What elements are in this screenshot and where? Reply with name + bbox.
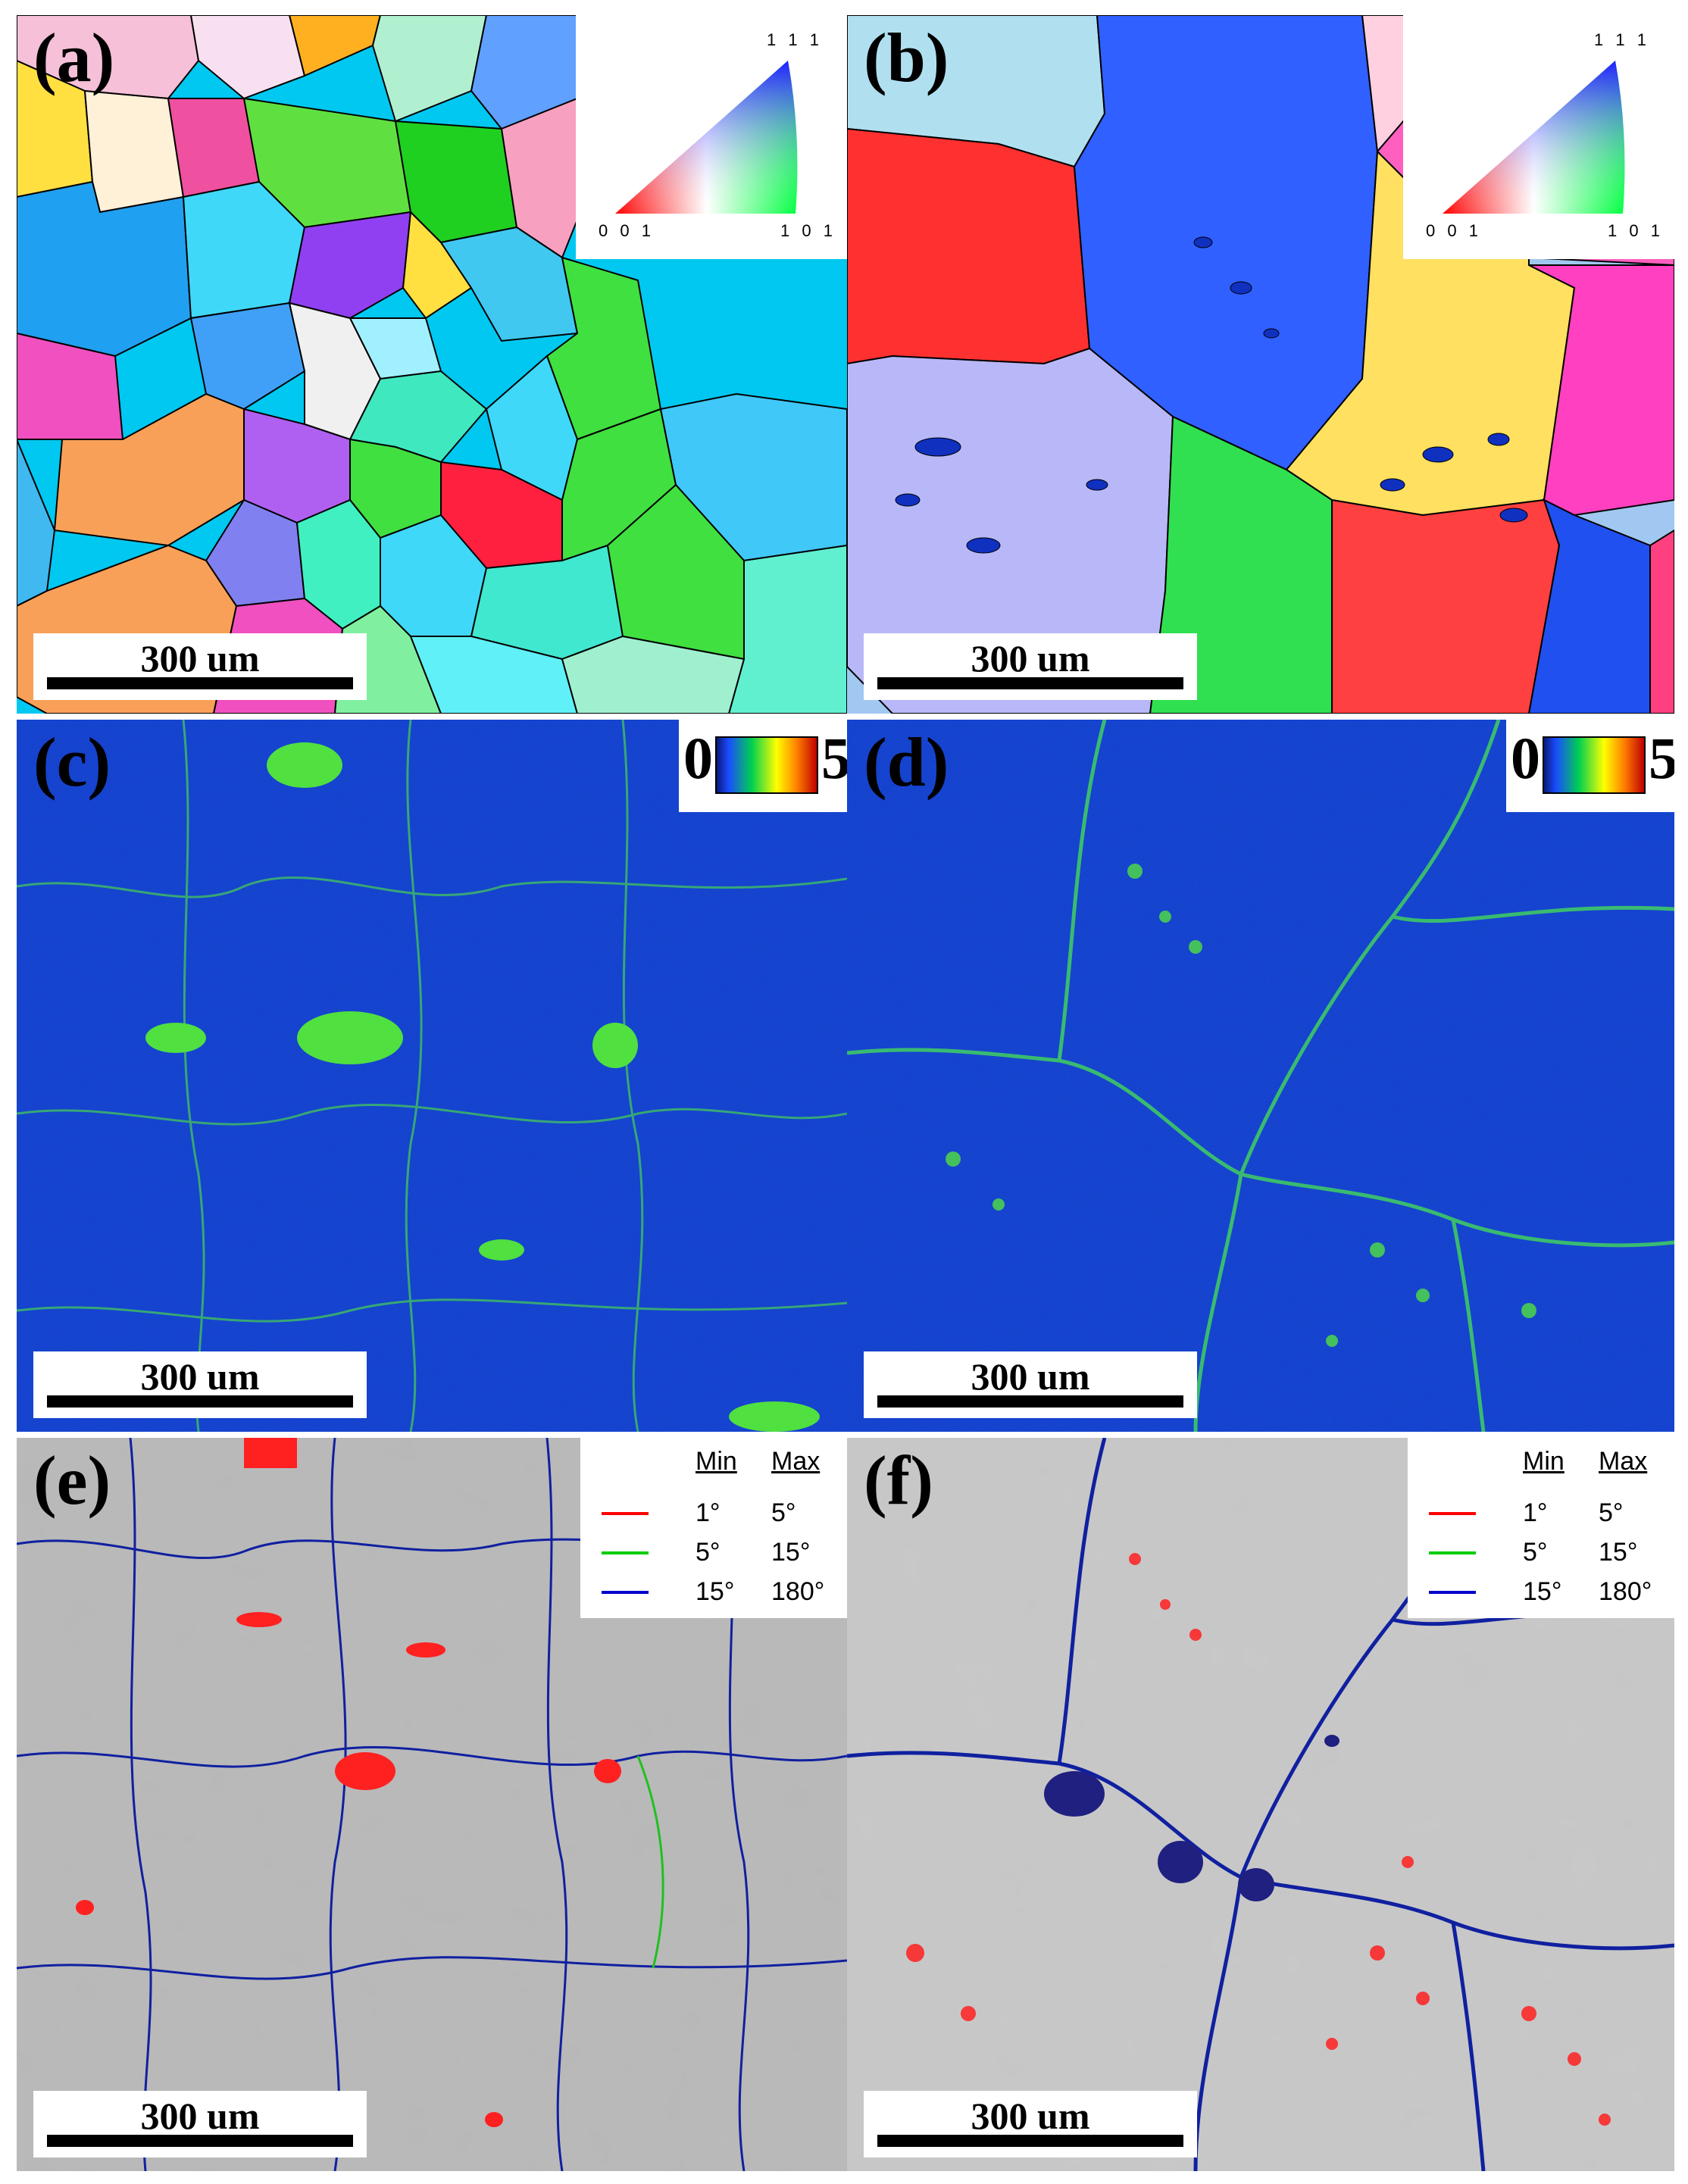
panel-label: (b) — [864, 19, 949, 96]
scale-bar: 300 um — [33, 633, 367, 700]
legend-line-red — [1429, 1512, 1476, 1515]
scale-bar-label: 300 um — [971, 637, 1090, 680]
scale-bar-line — [877, 1395, 1183, 1408]
scale-bar-line — [47, 2135, 353, 2147]
legend-max-header: Max — [771, 1447, 821, 1476]
legend-max: 5° — [1599, 1498, 1624, 1527]
grain-boundary-map-e: Min Max 1° 5° 5° 15° 15° 180° (e) 300 um — [17, 1438, 847, 2171]
legend-max: 5° — [771, 1498, 796, 1527]
ipf-color-key: 1 1 1 0 0 1 1 0 1 — [1403, 15, 1674, 259]
kam-texture-d — [847, 720, 1674, 1432]
scale-bar-line — [47, 1395, 353, 1408]
ipf-label-001: 0 0 1 — [1426, 221, 1482, 240]
legend-min: 1° — [696, 1498, 721, 1527]
legend-row: 5° 15° — [580, 1536, 847, 1567]
legend-max-header: Max — [1599, 1447, 1648, 1476]
scale-bar-label: 300 um — [140, 1355, 260, 1398]
ipf-label-111: 1 1 1 — [1594, 30, 1650, 49]
misorientation-legend: Min Max 1° 5° 5° 15° 15° 180° — [580, 1438, 847, 1618]
scale-bar-label: 300 um — [140, 2095, 260, 2137]
kam-map-c: 0 5 (c) 300 um — [17, 720, 847, 1432]
legend-line-green — [1429, 1551, 1476, 1554]
kam-map-d: 0 5 (d) 300 um — [847, 720, 1674, 1432]
ipf-label-101: 1 0 1 — [780, 221, 836, 240]
kam-gradient — [1543, 736, 1646, 794]
legend-max: 15° — [1599, 1538, 1638, 1567]
legend-row: 5° 15° — [1408, 1536, 1674, 1567]
ipf-triangle-icon — [615, 61, 798, 214]
scale-bar-line — [877, 677, 1183, 689]
legend-row: 1° 5° — [1408, 1497, 1674, 1527]
panel-label: (a) — [33, 19, 115, 96]
legend-max: 180° — [1599, 1577, 1652, 1606]
legend-line-red — [602, 1512, 649, 1515]
scale-bar-label: 300 um — [971, 1355, 1090, 1398]
scale-bar-line — [47, 677, 353, 689]
legend-line-blue — [1429, 1591, 1476, 1594]
kam-key-max: 5 — [1649, 725, 1674, 791]
legend-min-header: Min — [1523, 1447, 1565, 1476]
ipf-triangle-icon — [1443, 61, 1625, 214]
legend-line-blue — [602, 1591, 649, 1594]
kam-color-key: 0 5 — [1506, 720, 1674, 812]
scale-bar: 300 um — [864, 2091, 1197, 2157]
kam-key-min: 0 — [683, 725, 713, 791]
panel-label: (f) — [864, 1442, 933, 1519]
ipf-label-101: 1 0 1 — [1608, 221, 1664, 240]
scale-bar: 300 um — [33, 1351, 367, 1418]
kam-gradient — [715, 736, 818, 794]
grain-boundary-map-f: Min Max 1° 5° 5° 15° 15° 180° (f) 300 um — [847, 1438, 1674, 2171]
legend-min: 15° — [1523, 1577, 1562, 1606]
legend-row: 15° 180° — [1408, 1576, 1674, 1606]
legend-min: 5° — [696, 1538, 721, 1567]
legend-min-header: Min — [696, 1447, 737, 1476]
panel-label: (c) — [33, 723, 111, 801]
ipf-color-key: 1 1 1 0 0 1 1 0 1 — [576, 15, 847, 259]
legend-min: 5° — [1523, 1538, 1548, 1567]
scale-bar-label: 300 um — [971, 2095, 1090, 2137]
kam-key-max: 5 — [821, 725, 847, 791]
legend-row: 1° 5° — [580, 1497, 847, 1527]
legend-max: 15° — [771, 1538, 811, 1567]
legend-min: 15° — [696, 1577, 735, 1606]
ebsd-ipf-map-a: 1 1 1 0 0 1 1 0 1 (a) 300 um — [17, 15, 847, 714]
ebsd-ipf-map-b: 1 1 1 0 0 1 1 0 1 (b) 300 um — [847, 15, 1674, 714]
kam-color-key: 0 5 — [679, 720, 847, 812]
ipf-label-111: 1 1 1 — [767, 30, 823, 49]
scale-bar-line — [877, 2135, 1183, 2147]
legend-max: 180° — [771, 1577, 825, 1606]
kam-key-min: 0 — [1511, 725, 1540, 791]
legend-line-green — [602, 1551, 649, 1554]
legend-row: 15° 180° — [580, 1576, 847, 1606]
scale-bar: 300 um — [864, 1351, 1197, 1418]
misorientation-legend: Min Max 1° 5° 5° 15° 15° 180° — [1408, 1438, 1674, 1618]
panel-label: (d) — [864, 723, 949, 801]
ipf-label-001: 0 0 1 — [599, 221, 655, 240]
panel-label: (e) — [33, 1442, 111, 1519]
kam-texture-c — [17, 720, 847, 1432]
scale-bar: 300 um — [33, 2091, 367, 2157]
scale-bar-label: 300 um — [140, 637, 260, 680]
scale-bar: 300 um — [864, 633, 1197, 700]
legend-min: 1° — [1523, 1498, 1548, 1527]
